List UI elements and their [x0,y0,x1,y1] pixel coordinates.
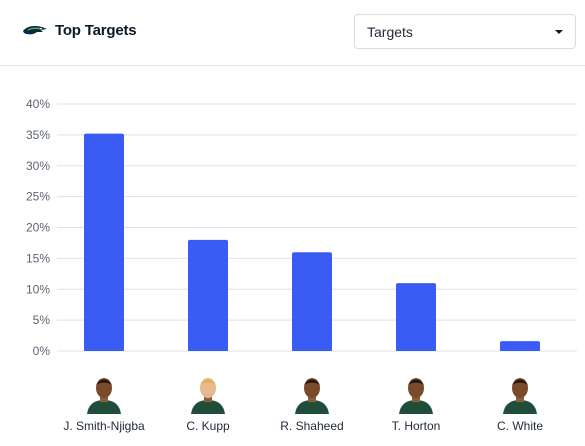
player-name-label: C. Kupp [186,419,230,433]
y-tick-label: 0% [33,344,51,358]
bar-4[interactable] [500,341,540,351]
player-headshot-icon [295,378,329,414]
player-name-label: R. Shaheed [280,419,343,433]
stat-type-select[interactable]: Targets [354,14,576,49]
caret-down-icon [555,30,563,34]
y-tick-label: 20% [26,221,50,235]
player-name-label: J. Smith-Njigba [63,419,145,433]
y-tick-label: 15% [26,251,50,265]
player-headshot-icon [191,378,225,414]
y-tick-label: 40% [26,97,50,111]
card-title: Top Targets [55,22,137,39]
player-name-label: C. White [497,419,543,433]
y-tick-label: 5% [33,313,51,327]
bar-2[interactable] [292,252,332,351]
y-tick-label: 25% [26,190,50,204]
targets-bar-chart: 0% 5% 10% 15% 20% 25% 30% 35% 40% J. Smith-Njigb… [26,97,577,433]
player-headshot-icon [503,378,537,414]
bar-3[interactable] [396,283,436,351]
card-header: Top Targets Targets [0,0,585,66]
bar-0[interactable] [84,133,124,351]
seahawks-logo-icon [23,26,47,35]
y-axis-ticks: 0% 5% 10% 15% 20% 25% 30% 35% 40% [26,97,50,358]
y-tick-label: 35% [26,128,50,142]
chart-gridlines [57,103,577,352]
y-tick-label: 10% [26,282,50,296]
x-axis-labels: J. Smith-Njigba C. Kupp R. Shaheed T. Horto… [63,419,543,433]
chart-bars [84,133,540,351]
bar-1[interactable] [188,239,228,351]
player-name-label: T. Horton [392,419,441,433]
player-avatars [87,378,537,414]
player-headshot-icon [87,378,121,414]
player-headshot-icon [399,378,433,414]
stat-type-select-value: Targets [367,24,413,40]
y-tick-label: 30% [26,159,50,173]
